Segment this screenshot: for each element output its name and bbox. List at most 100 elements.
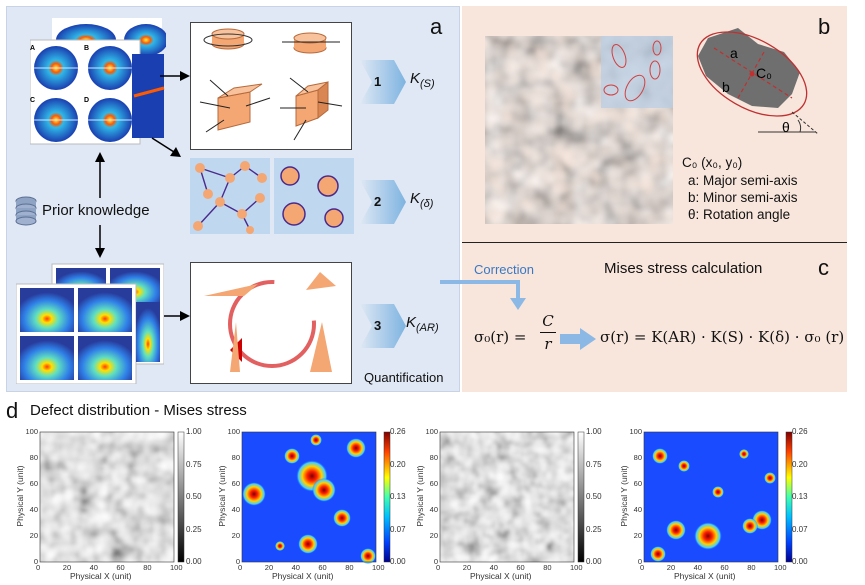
y-axis-label: Physical Y (unit) — [15, 465, 25, 527]
y-tick-label: 20 — [231, 531, 240, 540]
y-tick-label: 0 — [235, 557, 240, 566]
x-tick-label: 20 — [666, 563, 676, 572]
colorbar-tick-label: 0.07 — [390, 524, 406, 534]
y-tick-label: 100 — [227, 427, 240, 436]
x-tick-label: 20 — [264, 563, 274, 572]
ellipse-label-b: b — [722, 79, 730, 95]
y-axis-label: Physical Y (unit) — [619, 465, 629, 527]
x-tick-label: 60 — [516, 563, 525, 572]
y-tick-label: 0 — [433, 557, 438, 566]
colorbar-tick-label: 0.20 — [390, 459, 406, 469]
colorbar-tick-label: 0.50 — [186, 492, 202, 501]
colorbar-tick-label: 0.26 — [792, 427, 808, 436]
k3-number: 3 — [374, 318, 382, 333]
x-tick-label: 100 — [170, 563, 183, 572]
y-tick-label: 60 — [633, 479, 642, 488]
y-tick-label: 60 — [231, 479, 240, 488]
shape-factor-illustration — [199, 28, 343, 141]
y-tick-label: 100 — [25, 427, 38, 436]
x-tick-label: 60 — [720, 563, 729, 572]
connector-arrows — [151, 71, 190, 321]
ellipse-parameter-diagram: a b C₀ θ — [696, 28, 818, 135]
colorbar-tick-label: 1.00 — [186, 427, 202, 436]
plot-defect-2 — [439, 431, 585, 563]
y-axis-label: Physical Y (unit) — [217, 465, 227, 527]
y-tick-label: 40 — [429, 505, 438, 514]
x-tick-label: 80 — [345, 563, 354, 572]
y-tick-label: 0 — [637, 557, 642, 566]
colorbar-tick-label: 0.00 — [586, 557, 602, 566]
x-tick-label: 100 — [372, 563, 385, 572]
y-tick-label: 20 — [29, 531, 38, 540]
colorbar-tick-label: 0.75 — [586, 459, 602, 469]
colorbar-tick-label: 0.13 — [792, 492, 808, 501]
y-tick-label: 100 — [425, 427, 438, 436]
x-tick-label: 80 — [543, 563, 552, 572]
x-tick-label: 0 — [238, 563, 243, 572]
diffraction-patterns-image: A B C D — [30, 18, 166, 145]
y-tick-label: 80 — [231, 453, 240, 462]
x-axis-label: Physical X (unit) — [470, 571, 532, 581]
x-tick-label: 100 — [570, 563, 583, 572]
correction-label: Correction — [474, 262, 534, 277]
panel-label-d: d — [6, 398, 19, 423]
x-tick-label: 100 — [774, 563, 787, 572]
legend-theta: θ: Rotation angle — [688, 207, 791, 222]
x-tick-label: 80 — [143, 563, 152, 572]
panel-label-c: c — [818, 255, 829, 280]
colorbar-tick-label: 0.00 — [792, 557, 808, 566]
mises-title: Mises stress calculation — [604, 260, 763, 277]
k-s-label: K(S) — [410, 70, 435, 90]
database-icon — [15, 196, 37, 226]
inset-letter-C: C — [30, 97, 35, 104]
x-tick-label: 40 — [693, 563, 702, 572]
colorbar-tick-label: 1.00 — [586, 427, 602, 436]
legend-center: C₀ (x₀, y₀) — [682, 155, 743, 170]
inset-letter-A: A — [30, 45, 35, 52]
x-tick-label: 60 — [318, 563, 327, 572]
k-ar-label: K(AR) — [406, 314, 439, 334]
x-tick-label: 0 — [640, 563, 645, 572]
chevron-arrows — [360, 60, 406, 348]
equation-fraction: C r — [540, 312, 556, 353]
y-tick-label: 60 — [29, 479, 38, 488]
colorbar-tick-label: 0.25 — [186, 524, 202, 534]
defect-map-image — [485, 36, 673, 224]
ellipse-label-a: a — [730, 45, 738, 61]
inset-letter-B: B — [84, 45, 89, 52]
x-axis-label: Physical X (unit) — [70, 571, 132, 581]
colorbar-tick-label: 0.13 — [390, 492, 406, 501]
simulation-images — [16, 263, 164, 384]
y-tick-label: 80 — [429, 453, 438, 462]
y-tick-label: 0 — [33, 557, 38, 566]
colorbar-tick-label: 0.75 — [186, 459, 202, 469]
x-axis-label: Physical X (unit) — [272, 571, 334, 581]
k1-number: 1 — [374, 74, 382, 89]
plot-defect-1 — [39, 431, 185, 563]
equation-sigma0: σ₀(r) = — [474, 328, 527, 346]
equation-sigma: σ(r) = K(AR) · K(S) · K(δ) · σ₀ (r) — [600, 328, 845, 346]
legend-b: b: Minor semi-axis — [688, 190, 798, 205]
ellipse-label-c0: C₀ — [756, 65, 772, 81]
legend-a: a: Major semi-axis — [688, 173, 798, 188]
x-tick-label: 60 — [116, 563, 125, 572]
correction-arrow — [440, 280, 526, 310]
particle-illustration — [193, 161, 344, 234]
x-tick-label: 0 — [436, 563, 441, 572]
plot-stress-1 — [241, 431, 391, 564]
y-tick-label: 40 — [633, 505, 642, 514]
x-tick-label: 20 — [62, 563, 72, 572]
prior-knowledge-label: Prior knowledge — [42, 202, 150, 219]
y-tick-label: 60 — [429, 479, 438, 488]
ellipse-label-theta: θ — [782, 119, 790, 135]
y-tick-label: 40 — [29, 505, 38, 514]
equation-arrow — [560, 328, 596, 350]
prior-knowledge-arrows — [95, 152, 105, 258]
colorbar-tick-label: 0.26 — [390, 427, 406, 436]
aspect-ratio-cycle — [204, 272, 336, 372]
x-axis-label: Physical X (unit) — [674, 571, 736, 581]
k-delta-label: K(δ) — [410, 190, 434, 210]
section-d-title: Defect distribution - Mises stress — [30, 402, 247, 419]
colorbar-tick-label: 0.25 — [586, 524, 602, 534]
y-tick-label: 80 — [29, 453, 38, 462]
